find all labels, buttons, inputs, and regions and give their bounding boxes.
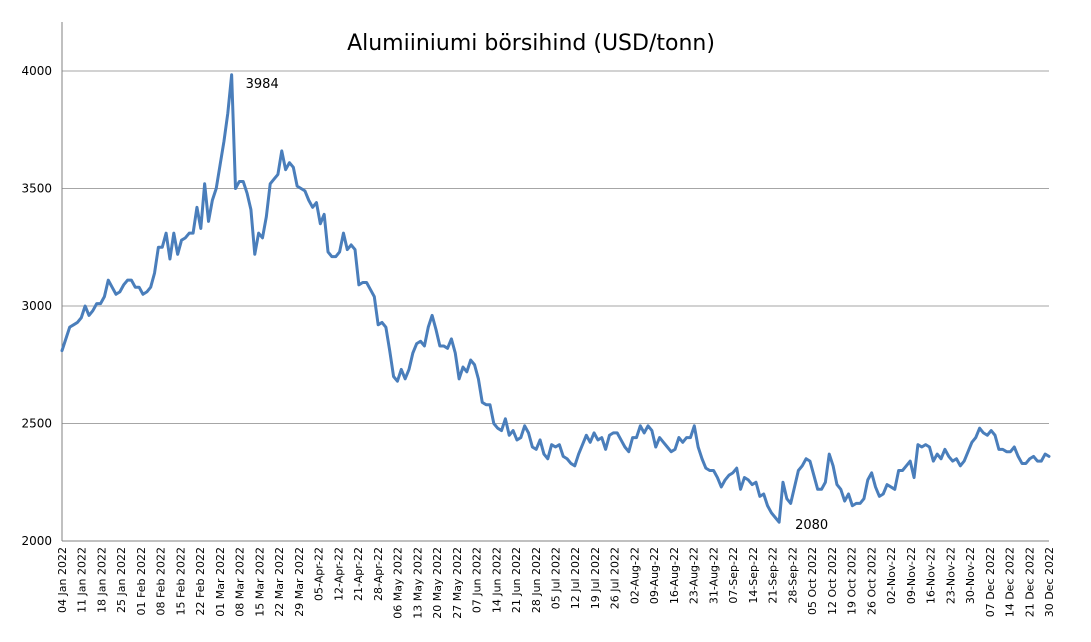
x-tick-label: 28-Apr-22 — [372, 547, 385, 601]
x-tick-label: 08 Feb 2022 — [155, 547, 168, 615]
annotation-min: 2080 — [795, 518, 828, 533]
x-tick-label: 05 Jul 2022 — [550, 547, 563, 609]
x-tick-label: 30-Nov-22 — [964, 547, 977, 604]
y-tick-label: 3500 — [21, 182, 52, 196]
x-tick-label: 21-Apr-22 — [352, 547, 365, 601]
x-tick-label: 02-Nov-22 — [885, 547, 898, 604]
x-tick-label: 30 Dec 2022 — [1043, 547, 1056, 617]
x-tick-label: 14 Jun 2022 — [490, 547, 503, 613]
axes — [61, 22, 1049, 542]
x-tick-label: 19 Jul 2022 — [589, 547, 602, 609]
y-tick-label: 3000 — [21, 299, 52, 313]
x-tick-label: 29 Mar 2022 — [293, 547, 306, 617]
x-tick-label: 22 Feb 2022 — [194, 547, 207, 615]
x-tick-label: 28-Sep-22 — [786, 547, 799, 604]
x-tick-label: 08 Mar 2022 — [234, 547, 247, 617]
x-tick-label: 06 May 2022 — [392, 547, 405, 619]
x-tick-label: 09-Aug-22 — [648, 547, 661, 604]
x-tick-label: 31-Aug-22 — [707, 547, 720, 604]
x-tick-label: 13 May 2022 — [411, 547, 424, 619]
x-tick-label: 14 Dec 2022 — [1004, 547, 1017, 617]
x-tick-label: 25 Jan 2022 — [115, 547, 128, 613]
x-tick-label: 27 May 2022 — [451, 547, 464, 619]
x-tick-label: 21 Jun 2022 — [510, 547, 523, 613]
x-tick-label: 05-Apr-22 — [313, 547, 326, 601]
x-tick-label: 12-Apr-22 — [332, 547, 345, 601]
x-tick-label: 19 Oct 2022 — [846, 547, 859, 615]
x-tick-label: 21 Dec 2022 — [1023, 547, 1036, 617]
x-tick-label: 09-Nov-22 — [905, 547, 918, 604]
x-tick-label: 16-Nov-22 — [925, 547, 938, 604]
y-tick-label: 2000 — [21, 534, 52, 548]
x-tick-label: 07-Sep-22 — [727, 547, 740, 604]
x-tick-label: 28 Jun 2022 — [530, 547, 543, 613]
x-tick-label: 05 Oct 2022 — [806, 547, 819, 615]
gridlines — [62, 70, 1049, 424]
series-line — [60, 73, 1051, 524]
annotations: 3984 2080 — [246, 77, 829, 533]
x-tick-label: 18 Jan 2022 — [95, 547, 108, 613]
x-tick-label: 07 Dec 2022 — [984, 547, 997, 617]
x-tick-label: 01 Feb 2022 — [135, 547, 148, 615]
x-tick-label: 02-Aug-22 — [628, 547, 641, 604]
x-tick-label: 15 Feb 2022 — [174, 547, 187, 615]
x-tick-label: 12 Oct 2022 — [826, 547, 839, 615]
x-tick-label: 21-Sep-22 — [767, 547, 780, 604]
x-tick-label: 26 Oct 2022 — [865, 547, 878, 615]
x-tick-label: 22 Mar 2022 — [273, 547, 286, 617]
x-tick-label: 26 Jul 2022 — [609, 547, 622, 609]
x-tick-label: 20 May 2022 — [431, 547, 444, 619]
y-axis-ticks: 2000 2500 3000 3500 4000 — [21, 64, 52, 548]
y-tick-label: 4000 — [21, 64, 52, 78]
x-tick-label: 04 Jan 2022 — [56, 547, 69, 613]
annotation-max: 3984 — [246, 77, 279, 92]
x-tick-label: 23-Aug-22 — [688, 547, 701, 604]
x-tick-label: 23-Nov-22 — [944, 547, 957, 604]
x-tick-label: 16-Aug-22 — [668, 547, 681, 604]
series-group — [60, 73, 1051, 524]
chart-title: Alumiiniumi börsihind (USD/tonn) — [347, 31, 715, 56]
x-tick-label: 14-Sep-22 — [747, 547, 760, 604]
x-axis-ticks: 04 Jan 2022 11 Jan 2022 18 Jan 2022 25 Jan … — [56, 547, 1056, 619]
y-tick-label: 2500 — [21, 417, 52, 431]
x-tick-label: 12 Jul 2022 — [569, 547, 582, 609]
x-tick-label: 01 Mar 2022 — [214, 547, 227, 617]
x-tick-label: 07 Jun 2022 — [471, 547, 484, 613]
x-tick-label: 11 Jan 2022 — [76, 547, 89, 613]
x-tick-label: 15 Mar 2022 — [253, 547, 266, 617]
